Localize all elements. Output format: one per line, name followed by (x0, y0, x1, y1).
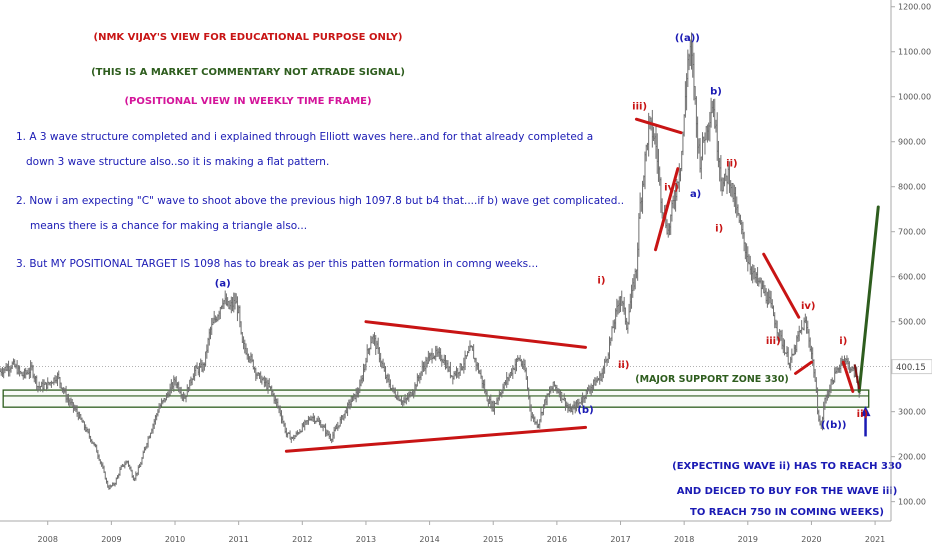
wave-label: (b) (577, 405, 593, 416)
y-tick-label: 500.00 (898, 318, 926, 327)
x-tick-label: 2017 (610, 535, 630, 544)
wave-label: ii) (857, 409, 868, 420)
pattern-trendline (841, 360, 855, 393)
pattern-trendline (364, 320, 588, 349)
x-tick-label: 2010 (165, 535, 185, 544)
up-arrow-icon (860, 406, 871, 417)
pattern-trendline (654, 167, 680, 252)
annotation-text: (POSITIONAL VIEW IN WEEKLY TIME FRAME) (124, 96, 371, 107)
wave-label: iii) (766, 336, 781, 347)
annotation-text: (THIS IS A MARKET COMMENTARY NOT ATRADE … (91, 67, 405, 78)
wave-label: ((b)) (821, 420, 846, 431)
wave-label: iv) (801, 301, 816, 312)
support-zone-layer: (MAJOR SUPPORT ZONE 330) (2, 374, 870, 408)
wave-label: ii) (618, 360, 629, 371)
y-tick-label: 100.00 (898, 498, 926, 507)
annotation-text: means there is a chance for making a tri… (30, 220, 307, 232)
annotation-text: (EXPECTING WAVE ii) HAS TO REACH 330 (672, 461, 902, 472)
last-price-badge (891, 359, 932, 375)
projection-line (857, 205, 880, 393)
x-tick-label: 2012 (292, 535, 312, 544)
wave-label: iii) (632, 101, 647, 112)
pattern-trendline (284, 425, 588, 453)
pattern-trendline (794, 360, 813, 375)
pattern-trendline (634, 117, 683, 135)
wave-label: i) (715, 224, 723, 235)
annotation-text: TO REACH 750 IN COMING WEEKS) (690, 507, 884, 518)
y-tick-label: 700.00 (898, 228, 926, 237)
y-tick-label: 300.00 (898, 408, 926, 417)
support-zone-label: (MAJOR SUPPORT ZONE 330) (635, 374, 789, 385)
y-tick-label: 800.00 (898, 183, 926, 192)
wave-label: i) (597, 275, 605, 286)
y-tick-label: 900.00 (898, 138, 926, 147)
pattern-trendline (762, 252, 801, 319)
annotation-text: (NMK VIJAY'S VIEW FOR EDUCATIONAL PURPOS… (94, 32, 403, 43)
x-tick-label: 2018 (674, 535, 694, 544)
wave-label: (a) (215, 279, 231, 290)
x-tick-label: 2013 (356, 535, 376, 544)
x-tick-label: 2009 (101, 535, 121, 544)
y-tick-label: 600.00 (898, 273, 926, 282)
last-price-label: 400.15 (896, 363, 926, 373)
y-tick-label: 1000.00 (898, 93, 931, 102)
wave-label: a) (690, 189, 701, 200)
y-tick-label: 1200.00 (898, 3, 931, 12)
x-tick-label: 2011 (228, 535, 248, 544)
annotation-text: 3. But MY POSITIONAL TARGET IS 1098 has … (16, 258, 538, 270)
price-bars-layer (0, 32, 861, 490)
wave-label: ((a)) (675, 33, 700, 44)
pattern-lines-layer (284, 117, 880, 453)
wave-labels-layer: (a) (b) ((a)) ((b)) b) a) iii) iv) i) ii) ii) i) iii… (215, 33, 868, 431)
y-tick-label: 1100.00 (898, 48, 931, 57)
x-tick-label: 2014 (419, 535, 439, 544)
y-tick-label: 200.00 (898, 453, 926, 462)
wave-label: iv) (664, 182, 679, 193)
x-tick-label: 2015 (483, 535, 503, 544)
annotation-text: 1. A 3 wave structure completed and i ex… (16, 131, 593, 143)
annotation-text: AND DEICED TO BUY FOR THE WAVE iii) (677, 486, 898, 497)
x-tick-label: 2016 (547, 535, 567, 544)
x-tick-label: 2008 (38, 535, 58, 544)
wave-label: i) (839, 336, 847, 347)
wave-label: ii) (726, 158, 737, 169)
x-tick-label: 2019 (738, 535, 758, 544)
projection-connector (853, 364, 861, 390)
annotations-layer: (NMK VIJAY'S VIEW FOR EDUCATIONAL PURPOS… (16, 32, 902, 518)
annotation-text: 2. Now i am expecting "C" wave to shoot … (16, 195, 624, 207)
wave-label: b) (710, 86, 722, 97)
x-tick-label: 2021 (865, 535, 885, 544)
x-tick-label: 2020 (801, 535, 821, 544)
annotation-text: down 3 wave structure also..so it is mak… (26, 156, 329, 168)
support-zone-box (2, 389, 870, 408)
